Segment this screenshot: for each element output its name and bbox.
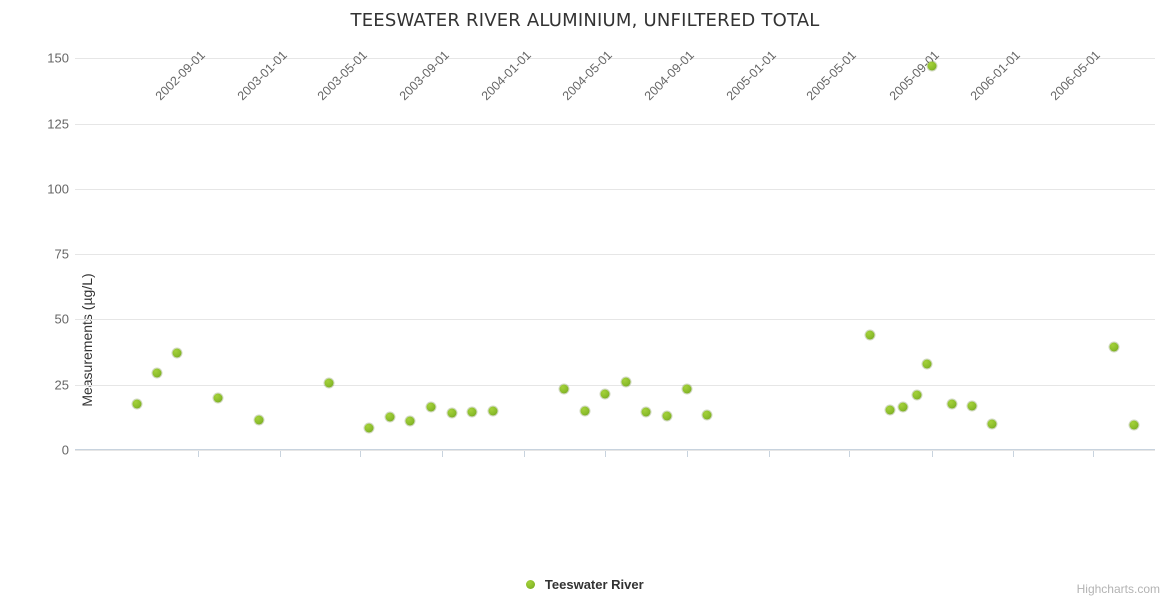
x-tick-label-2002-09-01: 2002-09-01 xyxy=(153,48,208,103)
x-tick-label-2006-05-01: 2006-05-01 xyxy=(1048,48,1103,103)
data-point-26[interactable] xyxy=(927,62,936,71)
y-tick-label-125: 125 xyxy=(37,116,69,131)
x-tick-2005-09-01 xyxy=(932,451,933,457)
y-gridline-100 xyxy=(75,189,1155,190)
data-point-31[interactable] xyxy=(1130,421,1139,430)
plot-area: Measurements (µg/L) 0 25 50 75 100 125 150 200… xyxy=(75,40,1155,450)
x-tick-label-2005-01-01: 2005-01-01 xyxy=(724,48,779,103)
data-point-12[interactable] xyxy=(488,406,497,415)
data-point-13[interactable] xyxy=(560,384,569,393)
x-axis-line xyxy=(75,449,1155,450)
data-point-1[interactable] xyxy=(152,368,161,377)
data-point-11[interactable] xyxy=(467,408,476,417)
legend-label: Teeswater River xyxy=(545,577,644,592)
x-tick-2003-09-01 xyxy=(442,451,443,457)
y-gridline-150 xyxy=(75,58,1155,59)
data-point-16[interactable] xyxy=(621,378,630,387)
data-point-27[interactable] xyxy=(947,400,956,409)
data-point-23[interactable] xyxy=(898,402,907,411)
data-point-10[interactable] xyxy=(447,409,456,418)
data-point-30[interactable] xyxy=(1110,342,1119,351)
data-point-28[interactable] xyxy=(968,401,977,410)
data-point-18[interactable] xyxy=(662,412,671,421)
data-point-25[interactable] xyxy=(922,359,931,368)
x-tick-2004-09-01 xyxy=(687,451,688,457)
data-point-0[interactable] xyxy=(132,400,141,409)
x-tick-2005-01-01 xyxy=(769,451,770,457)
x-tick-label-2004-09-01: 2004-09-01 xyxy=(642,48,697,103)
y-tick-label-75: 75 xyxy=(37,247,69,262)
x-tick-label-2004-05-01: 2004-05-01 xyxy=(560,48,615,103)
y-tick-label-100: 100 xyxy=(37,181,69,196)
data-point-5[interactable] xyxy=(324,379,333,388)
x-tick-label-2004-01-01: 2004-01-01 xyxy=(479,48,534,103)
y-tick-label-50: 50 xyxy=(37,312,69,327)
x-tick-2006-05-01 xyxy=(1093,451,1094,457)
x-tick-label-2003-01-01: 2003-01-01 xyxy=(235,48,290,103)
y-gridline-125 xyxy=(75,124,1155,125)
data-point-29[interactable] xyxy=(988,419,997,428)
data-point-9[interactable] xyxy=(426,402,435,411)
x-tick-2002-09-01 xyxy=(198,451,199,457)
x-tick-label-2005-05-01: 2005-05-01 xyxy=(804,48,859,103)
y-gridline-25 xyxy=(75,385,1155,386)
chart-container: TEESWATER RIVER ALUMINIUM, UNFILTERED TO… xyxy=(0,0,1170,600)
x-tick-label-2006-01-01: 2006-01-01 xyxy=(968,48,1023,103)
y-axis-label: Measurements (µg/L) xyxy=(79,273,95,406)
data-point-3[interactable] xyxy=(214,393,223,402)
data-point-14[interactable] xyxy=(580,406,589,415)
y-gridline-75 xyxy=(75,254,1155,255)
data-point-4[interactable] xyxy=(255,415,264,424)
y-gridline-0 xyxy=(75,450,1155,451)
chart-title: TEESWATER RIVER ALUMINIUM, UNFILTERED TO… xyxy=(0,10,1170,31)
data-point-20[interactable] xyxy=(703,410,712,419)
data-point-17[interactable] xyxy=(641,408,650,417)
y-gridline-50 xyxy=(75,319,1155,320)
data-point-6[interactable] xyxy=(365,423,374,432)
data-point-2[interactable] xyxy=(173,349,182,358)
x-tick-label-2003-09-01: 2003-09-01 xyxy=(397,48,452,103)
x-tick-2003-05-01 xyxy=(360,451,361,457)
x-tick-2005-05-01 xyxy=(849,451,850,457)
y-tick-label-0: 0 xyxy=(37,443,69,458)
legend: Teeswater River xyxy=(0,577,1170,592)
data-point-21[interactable] xyxy=(865,331,874,340)
y-tick-label-25: 25 xyxy=(37,377,69,392)
data-point-24[interactable] xyxy=(912,391,921,400)
x-tick-2004-05-01 xyxy=(605,451,606,457)
legend-marker-icon xyxy=(526,580,535,589)
x-tick-2004-01-01 xyxy=(524,451,525,457)
data-point-19[interactable] xyxy=(683,384,692,393)
y-tick-label-150: 150 xyxy=(37,51,69,66)
x-tick-2006-01-01 xyxy=(1013,451,1014,457)
data-point-7[interactable] xyxy=(386,413,395,422)
data-point-8[interactable] xyxy=(406,417,415,426)
x-tick-2003-01-01 xyxy=(280,451,281,457)
watermark-label: Highcharts.com xyxy=(1077,582,1160,596)
x-tick-label-2003-05-01: 2003-05-01 xyxy=(315,48,370,103)
data-point-15[interactable] xyxy=(600,389,609,398)
x-tick-label-2005-09-01: 2005-09-01 xyxy=(886,48,941,103)
data-point-22[interactable] xyxy=(886,405,895,414)
